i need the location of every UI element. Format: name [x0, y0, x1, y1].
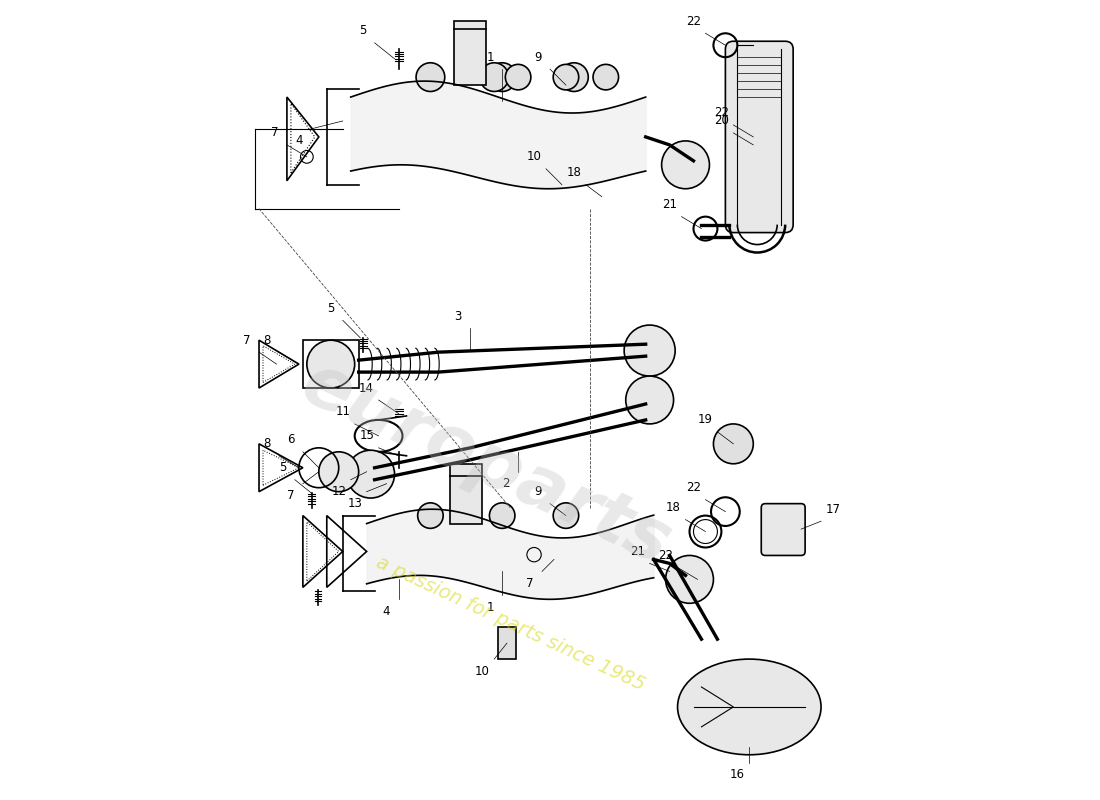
- Text: 4: 4: [383, 605, 390, 618]
- Text: 14: 14: [359, 382, 374, 394]
- Text: 7: 7: [243, 334, 251, 346]
- Circle shape: [319, 452, 359, 492]
- Circle shape: [487, 62, 517, 91]
- Text: 7: 7: [526, 577, 534, 590]
- Text: 5: 5: [279, 462, 287, 474]
- Text: europarts: europarts: [290, 348, 682, 579]
- Text: 21: 21: [662, 198, 678, 211]
- Circle shape: [553, 503, 579, 528]
- Text: 22: 22: [686, 481, 701, 494]
- Text: 22: 22: [658, 549, 673, 562]
- Text: 17: 17: [825, 502, 840, 516]
- Circle shape: [416, 62, 444, 91]
- Text: 1: 1: [486, 601, 494, 614]
- Circle shape: [626, 376, 673, 424]
- Text: 2: 2: [503, 478, 510, 490]
- Text: 8: 8: [263, 334, 271, 346]
- Circle shape: [593, 64, 618, 90]
- Text: 7: 7: [272, 126, 278, 139]
- Text: 18: 18: [566, 166, 582, 179]
- Circle shape: [480, 62, 508, 91]
- Text: 5: 5: [327, 302, 334, 315]
- Circle shape: [307, 340, 354, 388]
- Bar: [450, 464, 482, 523]
- Bar: [498, 627, 516, 659]
- Text: 22: 22: [686, 15, 701, 28]
- Text: 9: 9: [535, 50, 542, 64]
- Text: 10: 10: [527, 150, 541, 163]
- Ellipse shape: [678, 659, 821, 754]
- Text: 20: 20: [714, 114, 729, 127]
- Text: 6: 6: [287, 434, 295, 446]
- Circle shape: [505, 64, 531, 90]
- Circle shape: [490, 503, 515, 528]
- Text: 21: 21: [630, 545, 646, 558]
- Circle shape: [346, 450, 395, 498]
- Circle shape: [418, 503, 443, 528]
- Circle shape: [560, 62, 588, 91]
- Text: 16: 16: [729, 768, 745, 781]
- Text: 13: 13: [348, 497, 362, 510]
- Text: 19: 19: [698, 414, 713, 426]
- Circle shape: [714, 424, 754, 464]
- Text: 7: 7: [287, 489, 295, 502]
- Circle shape: [553, 64, 579, 90]
- FancyBboxPatch shape: [761, 504, 805, 555]
- Text: 5: 5: [359, 24, 366, 38]
- Text: 4: 4: [295, 134, 302, 147]
- Text: 12: 12: [331, 485, 346, 498]
- Text: 10: 10: [475, 665, 490, 678]
- Text: 15: 15: [360, 430, 374, 442]
- Text: 8: 8: [263, 438, 271, 450]
- Circle shape: [661, 141, 710, 189]
- Text: 18: 18: [667, 501, 681, 514]
- Circle shape: [666, 555, 714, 603]
- Text: 9: 9: [535, 485, 542, 498]
- Text: a passion for parts since 1985: a passion for parts since 1985: [373, 552, 648, 694]
- Text: 3: 3: [454, 310, 462, 322]
- Text: 1: 1: [486, 50, 494, 64]
- Bar: [302, 340, 359, 388]
- Bar: [454, 22, 486, 85]
- FancyBboxPatch shape: [725, 42, 793, 233]
- Circle shape: [624, 325, 675, 376]
- Text: 11: 11: [336, 406, 350, 418]
- Text: 22: 22: [714, 106, 729, 119]
